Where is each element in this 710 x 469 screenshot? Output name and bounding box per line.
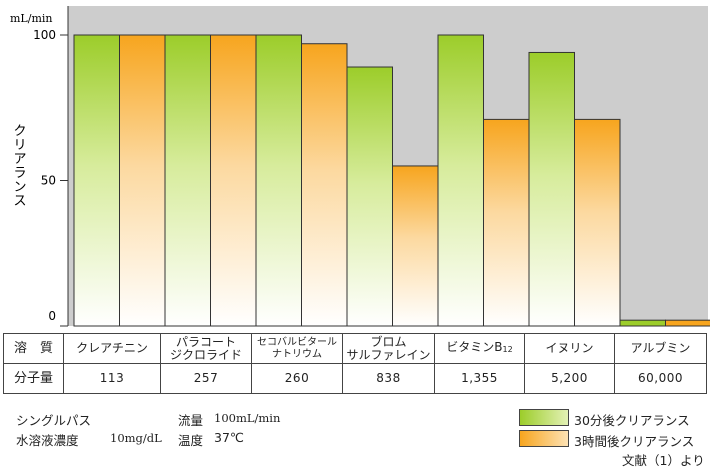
legend-swatch-3h <box>519 430 569 447</box>
y-tick-label: 50 <box>41 174 56 188</box>
temperature-label: 温度 <box>178 430 203 449</box>
concentration-value: 10mg/dL <box>110 431 162 445</box>
molecular-weight-header: 分子量 <box>4 364 64 394</box>
bar-30min-2 <box>256 35 302 326</box>
substance-name: パラコートジクロライド <box>161 334 252 364</box>
temperature-value: 37℃ <box>214 430 244 445</box>
citation: 文献（1）より <box>622 450 705 469</box>
substance-row: 溶 質 クレアチニン パラコートジクロライド セコバルビタールナトリウム ブロム… <box>4 334 707 364</box>
concentration-label: 水溶液濃度 <box>16 430 79 449</box>
legend-label-3h: 3時間後クリアランス <box>574 431 694 450</box>
molecular-weight: 260 <box>252 364 343 394</box>
y-tick-label: 100 <box>33 28 56 42</box>
bar-30min-5 <box>529 52 575 326</box>
molecular-weight: 60,000 <box>615 364 707 394</box>
molecular-weight: 257 <box>161 364 252 394</box>
substance-name: ブロムサルファレイン <box>343 334 435 364</box>
y-tick-label: 0 <box>48 309 56 323</box>
bar-3h-4 <box>484 119 530 326</box>
flow-label: 流量 <box>178 410 203 429</box>
substance-name: セコバルビタールナトリウム <box>252 334 343 364</box>
substance-name: ビタミンB12 <box>435 334 525 364</box>
bar-30min-3 <box>347 67 393 326</box>
substance-name: クレアチニン <box>64 334 161 364</box>
bar-3h-6 <box>666 320 710 326</box>
bar-30min-0 <box>74 35 120 326</box>
legend-swatch-30min <box>519 409 569 426</box>
flow-value: 100mL/min <box>214 411 280 425</box>
substance-name: アルブミン <box>615 334 707 364</box>
molecular-weight-row: 分子量 113 257 260 838 1,355 5,200 60,000 <box>4 364 707 394</box>
molecular-weight: 5,200 <box>525 364 615 394</box>
bar-30min-1 <box>165 35 211 326</box>
bar-30min-6 <box>620 320 666 326</box>
bar-30min-4 <box>438 35 484 326</box>
clearance-bar-chart: mL/min クリアランス 0 50 100 <box>0 0 710 330</box>
single-pass-label: シングルパス <box>16 410 91 429</box>
molecular-weight: 838 <box>343 364 435 394</box>
bar-3h-0 <box>120 35 166 326</box>
bar-3h-2 <box>302 44 348 326</box>
substance-header: 溶 質 <box>4 334 64 364</box>
molecular-weight: 1,355 <box>435 364 525 394</box>
bar-3h-3 <box>393 166 439 326</box>
legend-label-30min: 30分後クリアランス <box>574 410 690 429</box>
y-axis-title: クリアランス <box>13 124 26 209</box>
unit-label: mL/min <box>10 12 52 25</box>
bar-3h-5 <box>575 119 621 326</box>
bar-3h-1 <box>211 35 257 326</box>
molecular-weight: 113 <box>64 364 161 394</box>
substance-name: イヌリン <box>525 334 615 364</box>
substance-table: 溶 質 クレアチニン パラコートジクロライド セコバルビタールナトリウム ブロム… <box>3 333 707 394</box>
